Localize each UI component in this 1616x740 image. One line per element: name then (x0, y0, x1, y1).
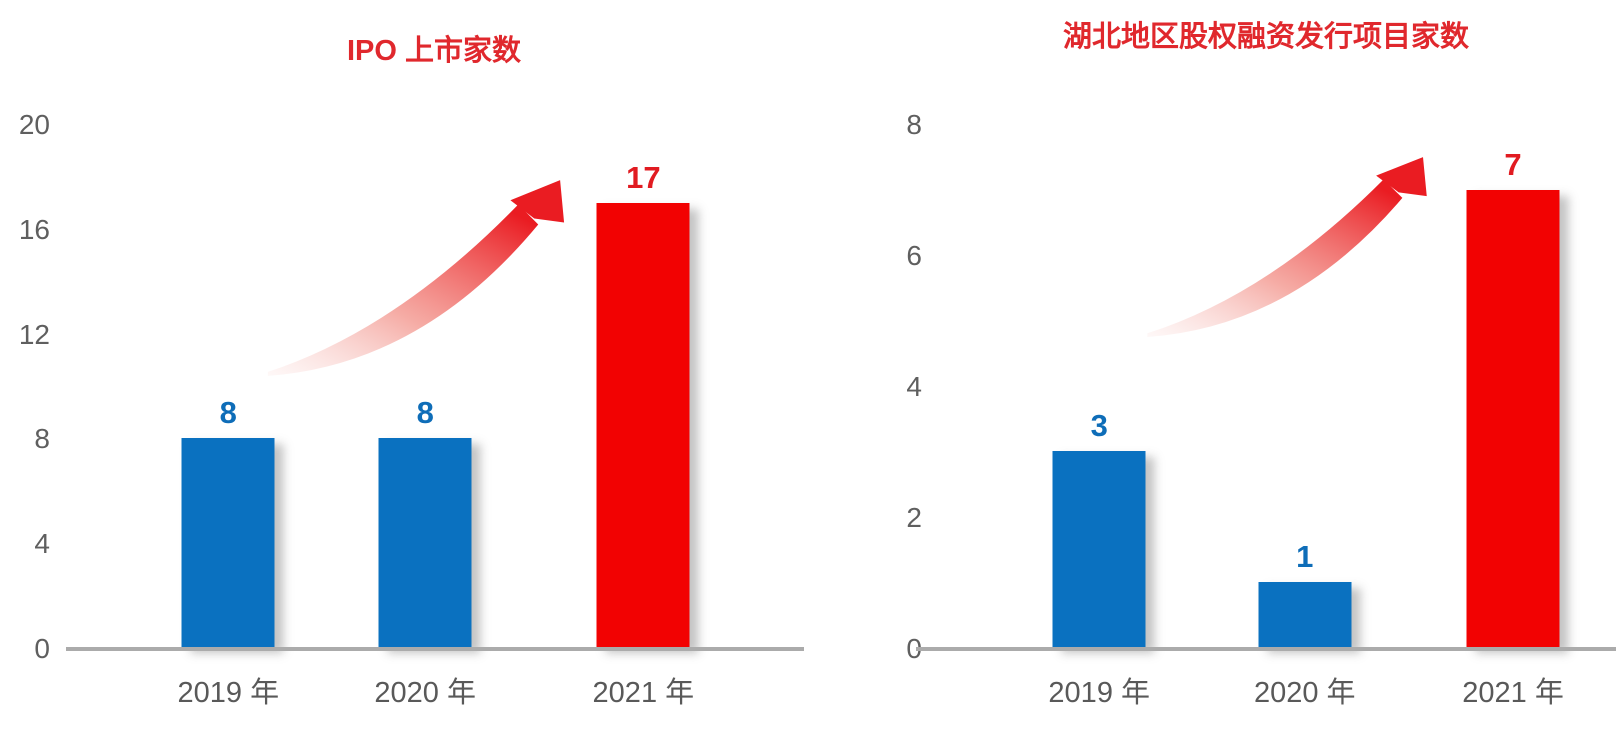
bar-value-label: 8 (416, 395, 434, 430)
bar-value-label: 3 (1090, 408, 1108, 443)
chart-title: 湖北地区股权融资发行项目家数 (1062, 21, 1469, 53)
x-axis-labels: 2019 年 2020 年 2021 年 (920, 647, 1612, 717)
bar-value-label: 8 (219, 395, 237, 430)
bar-slot: 1 (1258, 125, 1352, 647)
y-tick-label: 2 (906, 502, 922, 533)
bar (1466, 190, 1560, 647)
bar-value-label: 7 (1504, 147, 1522, 182)
x-axis-line (66, 647, 804, 651)
growth-arrow-icon (267, 180, 565, 376)
plot-area: 3 1 7 (920, 125, 1612, 647)
x-axis-label: 2019 年 (177, 677, 280, 709)
y-tick-label: 8 (906, 109, 922, 140)
y-tick-label: 6 (906, 240, 922, 271)
chart-hubei-equity-financing: 湖北地区股权融资发行项目家数 0 2 4 6 8 3 1 7 2019 年 2020 年 202… (808, 0, 1616, 740)
y-tick-label: 12 (18, 318, 50, 350)
y-tick-label: 4 (906, 371, 922, 402)
y-tick-label: 0 (34, 633, 50, 664)
x-axis-line (916, 647, 1616, 651)
x-axis-label: 2021 年 (1462, 677, 1564, 709)
x-axis-label: 2020 年 (1253, 677, 1356, 709)
y-axis: 0 2 4 6 8 (808, 111, 922, 663)
chart-title: IPO 上市家数 (346, 35, 521, 67)
x-axis-labels: 2019 年 2020 年 2021 年 (68, 647, 800, 717)
x-axis-label: 2019 年 (1048, 677, 1151, 709)
bar-slot: 7 (1466, 125, 1560, 647)
bar-slot: 17 (596, 125, 690, 647)
bar (596, 203, 690, 647)
y-tick-label: 20 (18, 109, 50, 140)
bar-slot: 3 (1052, 125, 1146, 647)
y-tick-label: 16 (18, 213, 50, 245)
plot-area: 8 8 17 (68, 125, 800, 647)
bar-slot: 8 (181, 125, 275, 647)
bar (378, 438, 472, 647)
bar-value-label: 17 (626, 160, 661, 195)
chart-ipo-listings: IPO 上市家数 0 4 8 12 16 20 8 8 17 2019 年 2020 年 2021… (0, 35, 804, 717)
x-axis-label: 2021 年 (592, 677, 695, 709)
bar-slot: 8 (378, 125, 472, 647)
bar (1052, 451, 1146, 647)
y-tick-label: 0 (906, 633, 922, 664)
bar (1258, 582, 1352, 647)
growth-arrow-icon (1147, 157, 1427, 338)
x-axis-label: 2020 年 (374, 677, 476, 709)
bar (181, 438, 275, 647)
bar-value-label: 1 (1296, 539, 1314, 574)
y-tick-label: 8 (34, 423, 50, 455)
y-tick-label: 4 (34, 528, 50, 560)
y-axis: 0 4 8 12 16 20 (0, 111, 50, 663)
